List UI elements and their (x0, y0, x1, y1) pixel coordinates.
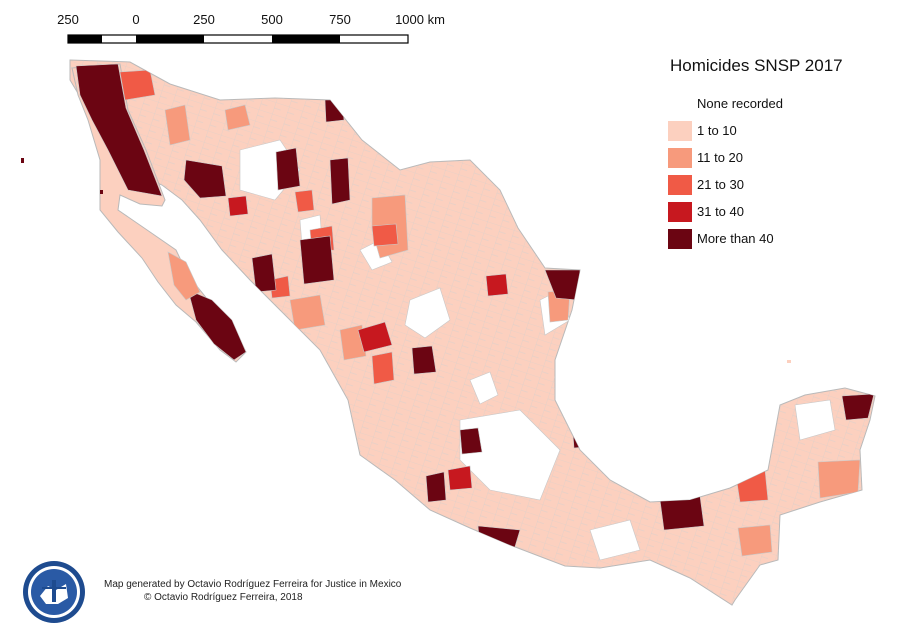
island (787, 360, 791, 363)
legend-label: 21 to 30 (697, 177, 744, 192)
baja-mid-region (167, 251, 201, 301)
legend-item: None recorded (668, 90, 843, 117)
copyright-line: © Octavio Rodríguez Ferreira, 2018 (144, 592, 303, 603)
legend-label: 11 to 20 (697, 150, 744, 165)
justice-in-mexico-logo (23, 561, 85, 623)
scale-tick-label: 250 (57, 12, 79, 27)
scale-bar (67, 34, 409, 44)
scale-tick-label: 500 (261, 12, 283, 27)
legend-swatch (668, 174, 692, 195)
legend-item: 31 to 40 (668, 198, 843, 225)
legend-label: None recorded (697, 96, 783, 111)
legend-label: More than 40 (697, 231, 774, 246)
island (100, 190, 103, 194)
legend-item: More than 40 (668, 225, 843, 252)
scale-tick-label: 250 (193, 12, 215, 27)
class-31-40-regions (227, 195, 509, 491)
legend-swatch (668, 120, 692, 141)
scale-tick-label: 1000 km (395, 12, 445, 27)
legend-swatch (668, 93, 692, 114)
scale-tick-label: 750 (329, 12, 351, 27)
island (21, 158, 24, 163)
map-legend: Homicides SNSP 2017 None recorded 1 to 1… (668, 56, 843, 252)
legend-title: Homicides SNSP 2017 (670, 56, 843, 75)
legend-item: 11 to 20 (668, 144, 843, 171)
legend-item: 21 to 30 (668, 171, 843, 198)
map-credits: Map generated by Octavio Rodríguez Ferre… (104, 578, 401, 604)
legend-swatch (668, 201, 692, 222)
legend-label: 1 to 10 (697, 123, 737, 138)
legend-label: 31 to 40 (697, 204, 744, 219)
scale-tick-label: 0 (132, 12, 140, 27)
legend-swatch (668, 147, 692, 168)
legend-item: 1 to 10 (668, 117, 843, 144)
legend-swatch (668, 228, 692, 249)
credit-line: Map generated by Octavio Rodríguez Ferre… (104, 579, 402, 590)
baja-over-40-regions (75, 63, 247, 361)
